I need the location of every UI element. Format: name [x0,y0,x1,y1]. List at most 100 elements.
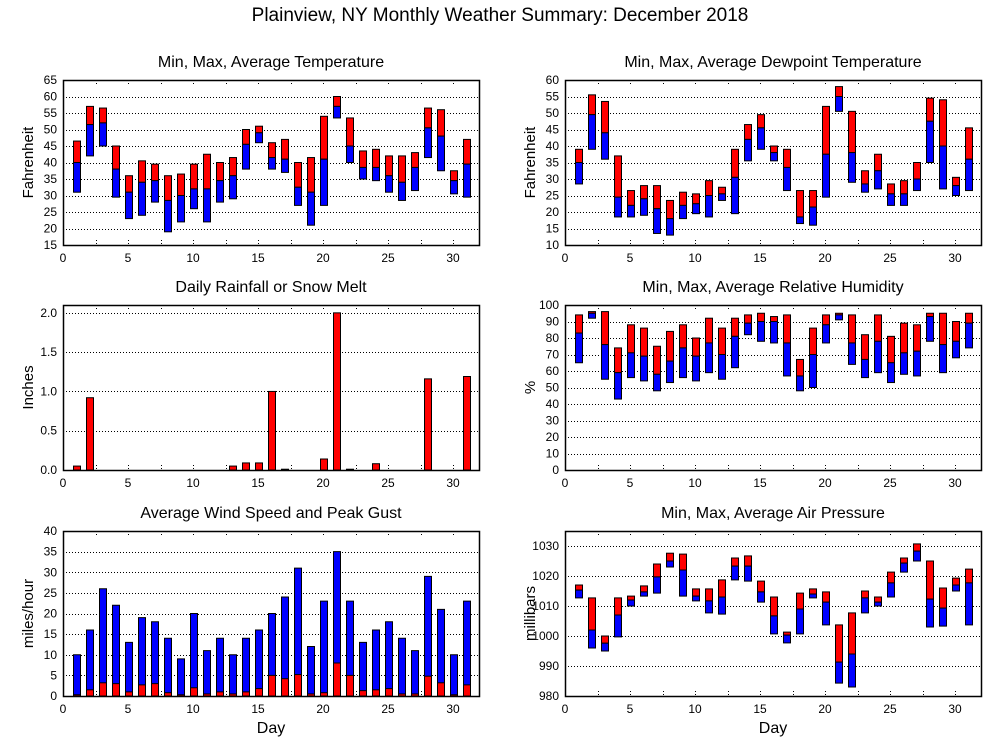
bars [575,311,973,400]
x-tick-label: 5 [125,251,132,265]
y-tick-label: 1020 [532,569,559,583]
x-tick-label: 25 [381,702,395,716]
bar-average-wind [255,688,263,697]
bar-max-segment [757,312,765,322]
bar-max-segment [437,109,445,137]
bar-max-segment [731,148,739,178]
x-tick-label: 15 [753,251,767,265]
bar-avg-segment [653,208,661,234]
bar-max-segment [809,327,817,356]
bar-avg-segment [783,634,791,644]
bar-average-wind [294,674,302,697]
bar-avg-segment [601,132,609,160]
bar-avg-segment [692,355,700,382]
y-axis-label: millibars [522,586,539,641]
bar-max-segment [913,324,921,352]
bar-avg-segment [99,122,107,147]
x-tick-label: 15 [251,702,265,716]
bar-max-segment [601,635,609,644]
bar-max-segment [887,335,895,364]
y-tick-label: 55 [44,106,58,120]
y-tick-label: 30 [546,414,560,428]
bar-avg-segment [835,314,843,321]
x-tick-label: 15 [753,702,767,716]
bar-avg-segment [692,203,700,215]
bar-avg-segment [575,162,583,185]
y-tick-label: 0.0 [40,463,57,477]
bar-max-segment [692,337,700,357]
y-tick-label: 1030 [532,539,559,553]
bar-max-segment [601,311,609,346]
bar-avg-segment [783,166,791,192]
bar-max-segment [718,186,726,195]
bar-avg-segment [463,163,471,198]
plot-frame [62,304,481,472]
y-tick-label: 35 [44,545,58,559]
bar-max-segment [705,180,713,196]
bar-max-segment [744,124,752,140]
bar-avg-segment [346,145,354,163]
x-tick-label: 15 [753,476,767,490]
bar-max-segment [463,138,471,165]
y-tick-label: 60 [546,364,560,378]
bar-max-segment [450,170,458,182]
x-tick-label: 10 [688,702,702,716]
bar-avg-segment [965,322,973,349]
bar-rainfall [229,465,237,471]
bar-rainfall [255,462,263,471]
bar-avg-segment [601,344,609,380]
bar-avg-segment [666,560,674,568]
bar-max-segment [666,552,674,562]
bar-avg-segment [640,591,648,597]
chart-dewpoint: Min, Max, Average Dewpoint Temperature 10… [522,54,983,265]
y-tick-label: 0.5 [40,424,57,438]
y-tick-label: 15 [44,627,58,641]
bar-avg-segment [965,158,973,192]
y-tick-label: 50 [44,123,58,137]
bar-max-segment [346,117,354,147]
bar-average-wind [281,678,289,697]
bar-max-segment [874,596,882,603]
bar-max-segment [216,162,224,182]
bar-max-segment [614,155,622,198]
bar-peak-gust [86,629,94,697]
bar-avg-segment [796,375,804,392]
bar-average-wind [151,683,159,697]
bar-max-segment [965,312,973,324]
bar-avg-segment [73,162,81,193]
bar-max-segment [398,155,406,183]
bar-avg-segment [874,601,882,607]
bar-average-wind [216,691,224,697]
bar-max-segment [190,163,198,190]
bar-peak-gust [320,600,328,697]
bar-peak-gust [398,637,406,697]
bar-average-wind [359,690,367,697]
x-tick-label: 0 [60,251,67,265]
y-tick-label: 50 [546,381,560,395]
bar-avg-segment [731,565,739,581]
chart-wind: Average Wind Speed and Peak Gust 0 5 10 15 20… [20,505,481,737]
y-tick-label: 25 [44,586,58,600]
bar-avg-segment [450,180,458,195]
x-tick-label: 30 [446,702,460,716]
bar-avg-segment [705,195,713,218]
bar-average-wind [190,687,198,697]
bar-max-segment [320,115,328,160]
bar-avg-segment [835,661,843,684]
bar-avg-segment [359,166,367,180]
bar-avg-segment [255,132,263,144]
y-tick-label: 60 [44,90,58,104]
y-tick-label: 15 [546,222,560,236]
bar-avg-segment [861,597,869,614]
bar-max-segment [679,191,687,206]
bar-max-segment [164,175,172,201]
bar-average-wind [463,684,471,697]
bar-max-segment [965,568,973,584]
bar-max-segment [86,105,94,126]
bar-max-segment [861,170,869,185]
y-tick-label: 60 [546,73,560,87]
bar-avg-segment [575,332,583,364]
x-tick-label: 20 [316,476,330,490]
bar-max-segment [783,314,791,344]
bar-avg-segment [601,642,609,652]
